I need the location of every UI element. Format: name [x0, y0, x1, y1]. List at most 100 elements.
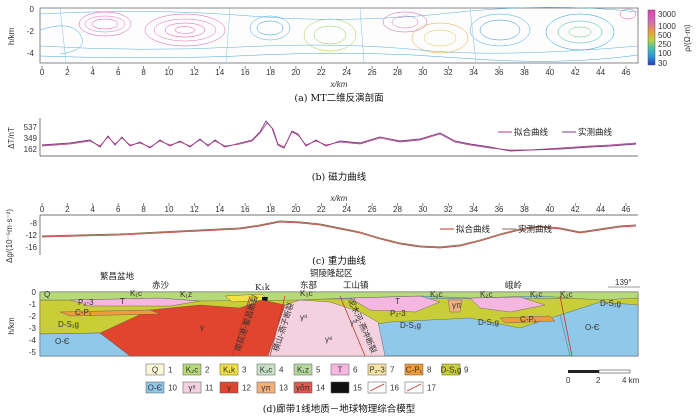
faults	[231, 295, 573, 357]
unit-label: K₂c	[480, 290, 492, 299]
model-ytick-label: -4	[29, 336, 37, 345]
caption-d: (d)廊带1线地质－地球物理综合模型	[263, 403, 416, 415]
unit-label: K₁c	[130, 289, 142, 298]
scale-label: 4 km	[622, 376, 640, 385]
xtick-label: 36	[495, 205, 504, 214]
scale-label: 0	[566, 376, 571, 385]
colorbar-ticks: 3000 1000 500 250 100 30	[658, 10, 676, 68]
label-angle: 139°	[615, 278, 632, 287]
unit-label: K₂c	[430, 290, 442, 299]
unit-label: K₃c	[300, 289, 313, 298]
xtick-label: 12	[190, 205, 199, 214]
unit-granodiorite-pink	[267, 299, 386, 357]
xtick-label: 12	[190, 68, 199, 77]
label-chisha: 赤沙	[152, 281, 170, 291]
scale-segment	[568, 370, 599, 373]
legend-swatch	[256, 363, 276, 376]
legend-code: C-P₁	[406, 366, 423, 375]
legend-code: P₂-3	[369, 366, 385, 375]
mt-xticks: 0 2 4 6 8 10 12 14 16 18 20 22 24 26 28 30 32 34 36 38 40 42 4…	[40, 66, 631, 77]
unit-label: D-S₁g	[478, 318, 499, 327]
mt-ytick-label: -2	[27, 27, 35, 36]
xtick-label: 40	[545, 205, 554, 214]
legend-fit-label: 拟合曲线	[514, 127, 549, 138]
unit-k1k	[224, 293, 269, 303]
xtick-label: 16	[241, 68, 250, 77]
legend-item: 17	[404, 381, 436, 394]
fault-line	[231, 295, 251, 357]
mag-ylabel: ΔT/nT	[7, 127, 16, 149]
model-ytick-label: -2	[29, 312, 37, 321]
legend-item: 15	[330, 381, 362, 394]
legend-fault-symbol	[406, 383, 422, 392]
legend-item: γ⁸ 11	[182, 381, 214, 394]
legend-number: 11	[205, 384, 214, 393]
label-dongbu: 东部	[300, 280, 318, 291]
panel-b-magnetic: ΔT/nT 537 349 162 拟合曲线 实测曲线 (b) 磁力曲线	[7, 118, 638, 183]
unit-oe-right	[559, 301, 639, 357]
xtick-label: 26	[368, 68, 377, 77]
legend-item: K₃c 4	[256, 363, 284, 376]
panel-a-mt-section: h/km 0 -2 -4 0 2 4 6 8 10 12 14 16 18 20 22 24 26 28 30…	[7, 5, 692, 104]
legend-number: 14	[316, 384, 325, 393]
colorbar	[647, 9, 656, 66]
unit-label: D-S₁g	[58, 320, 79, 329]
xtick-label: 46	[622, 205, 631, 214]
colorbar-tick: 1000	[658, 22, 676, 31]
xtick-label: 4	[91, 68, 96, 77]
legend-swatch	[330, 363, 350, 376]
xtick-label: 34	[469, 205, 478, 214]
grav-ylabel: Δg/(10⁻⁵m·s⁻²)	[5, 209, 14, 263]
legend-swatch	[182, 363, 202, 376]
unit-label: γ	[200, 323, 204, 332]
model-ytick-label: -1	[29, 300, 37, 309]
unit-label: K₂c	[530, 290, 542, 299]
unit-label: C-P₁	[75, 308, 92, 317]
legend-swatch	[330, 381, 350, 394]
mt-ytick-label: -4	[27, 49, 35, 58]
legend-code: γδπ	[296, 384, 310, 393]
xtick-label: 20	[291, 68, 300, 77]
mt-ytick-label: 0	[30, 5, 35, 14]
resistivity-contours	[39, 7, 639, 63]
legend-swatch	[293, 363, 313, 376]
unit-label: γ⁸	[300, 313, 307, 322]
legend-code: O-Є	[148, 384, 163, 393]
legend-swatch	[145, 381, 165, 394]
xtick-label: 24	[342, 205, 351, 214]
legend-number: 10	[168, 384, 177, 393]
legend-number: 3	[242, 366, 247, 375]
legend-number: 15	[353, 384, 362, 393]
legend-item: K₂c 2	[182, 363, 210, 376]
legend-swatch	[367, 363, 387, 376]
legend-code: D-S₁g	[441, 366, 462, 375]
scale-bar: 0 2 4 km	[566, 369, 640, 385]
unit-labels: Q K₁c K₂c K₁z P₂-3 T C-P₁ D-S₁g O-Є γ γ⁸…	[44, 289, 621, 346]
xtick-label: 38	[520, 68, 529, 77]
unit-label: K₂c	[560, 290, 572, 299]
unit-label: K₁z	[180, 290, 192, 299]
fault-line	[559, 295, 573, 357]
unit-label: γ⁸	[325, 335, 332, 344]
legend-number: 12	[242, 384, 251, 393]
label-eling: 峨岭	[505, 280, 523, 291]
grav-ytick-label: -8	[30, 219, 38, 228]
legend-item: K₁z 5	[293, 363, 321, 376]
caption-b: (b) 磁力曲线	[312, 171, 367, 183]
magnetic-curve-fit	[41, 122, 637, 151]
grav-ytick-label: -12	[25, 231, 37, 240]
mag-ytick-label: 162	[24, 145, 38, 154]
unit-label: P₂-3	[78, 298, 94, 307]
unit-label: γπ	[452, 301, 462, 310]
xtick-label: 38	[520, 205, 529, 214]
colorbar-tick: 30	[658, 59, 667, 68]
legend-number: 9	[464, 366, 469, 375]
legend-code: γ⁸	[188, 384, 195, 393]
unit-k2c-top	[39, 291, 639, 302]
xtick-label: 8	[141, 68, 146, 77]
xtick-label: 46	[622, 68, 631, 77]
unit-label: T	[395, 297, 400, 306]
xtick-label: 30	[418, 68, 427, 77]
mag-ytick-label: 537	[24, 123, 38, 132]
